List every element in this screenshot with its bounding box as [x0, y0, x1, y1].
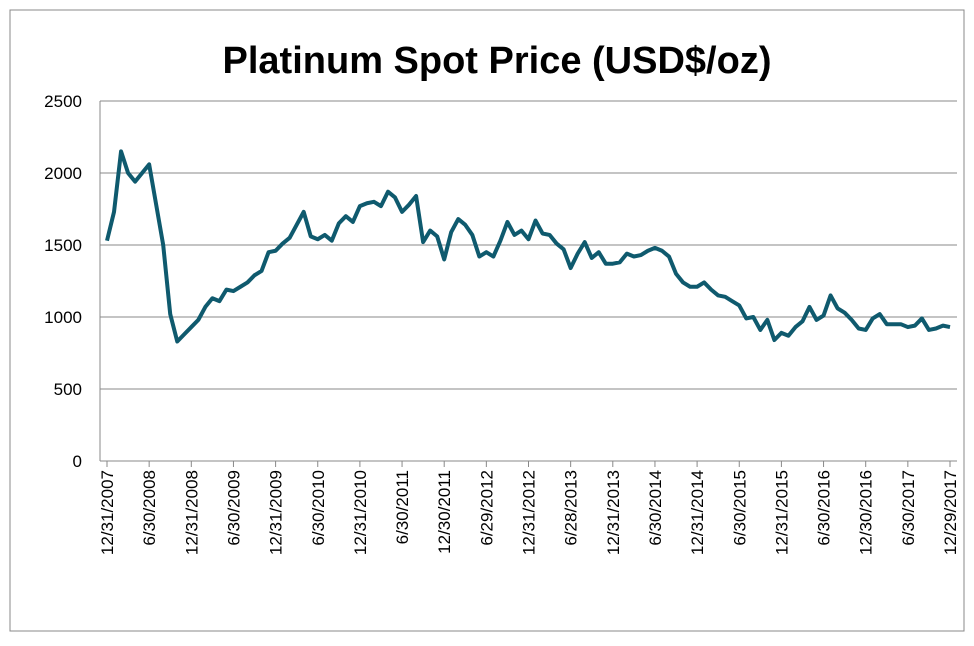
y-tick-label: 500 — [54, 380, 82, 399]
x-tick-label: 6/30/2014 — [646, 470, 665, 546]
x-tick-label: 6/30/2016 — [815, 470, 834, 546]
x-tick-label: 12/29/2017 — [941, 470, 960, 555]
x-tick-label: 12/31/2013 — [604, 470, 623, 555]
x-tick-label: 6/30/2017 — [899, 470, 918, 546]
x-tick-label: 6/30/2011 — [393, 470, 412, 544]
chart-title: Platinum Spot Price (USD$/oz) — [223, 40, 772, 82]
x-tick-label: 12/31/2007 — [98, 470, 117, 555]
x-tick-label: 12/31/2012 — [520, 470, 539, 555]
x-tick-label: 6/30/2010 — [309, 470, 328, 546]
x-tick-label: 12/31/2009 — [267, 470, 286, 555]
y-tick-label: 2500 — [44, 92, 82, 111]
x-tick-label: 12/30/2011 — [435, 470, 454, 554]
x-tick-label: 12/31/2010 — [351, 470, 370, 555]
x-tick-label: 6/30/2009 — [224, 470, 243, 546]
x-tick-label: 12/31/2015 — [772, 470, 791, 555]
x-tick-label: 6/30/2008 — [140, 470, 159, 546]
y-tick-label: 1000 — [44, 308, 82, 327]
x-tick-label: 6/30/2015 — [730, 470, 749, 546]
y-tick-label: 1500 — [44, 236, 82, 255]
x-tick-label: 6/29/2012 — [477, 470, 496, 546]
x-tick-label: 12/31/2008 — [182, 470, 201, 555]
y-tick-label: 0 — [73, 452, 82, 471]
x-tick-label: 12/30/2016 — [857, 470, 876, 555]
y-tick-label: 2000 — [44, 164, 82, 183]
x-tick-label: 12/31/2014 — [688, 470, 707, 555]
line-series — [105, 149, 951, 344]
x-tick-label: 6/28/2013 — [562, 470, 581, 546]
